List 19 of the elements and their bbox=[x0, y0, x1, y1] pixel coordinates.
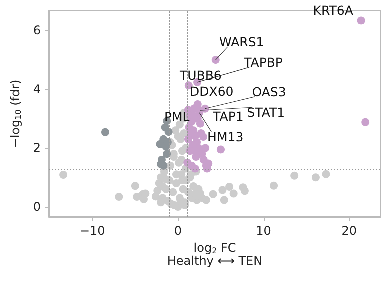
annotation: WARS1 bbox=[219, 34, 264, 50]
y-axis-title: −log10 (fdr) bbox=[8, 80, 23, 148]
y-tick-label: 4 bbox=[33, 82, 41, 96]
x-tick-label: 0 bbox=[174, 224, 182, 238]
annotation: TAPBP bbox=[243, 54, 284, 70]
x-tick-label: −10 bbox=[80, 224, 106, 238]
x-tick-label: 20 bbox=[342, 224, 357, 238]
annotation: TAP1 bbox=[212, 109, 244, 124]
y-tick-label: 0 bbox=[33, 200, 41, 214]
y-tick-label: 2 bbox=[33, 141, 41, 156]
annotation: TUBB6 bbox=[178, 68, 222, 84]
x-tick-label: 10 bbox=[256, 224, 272, 238]
annotation: PML bbox=[164, 110, 190, 125]
annotation: OAS3 bbox=[252, 84, 286, 100]
y-tick-label: 6 bbox=[33, 24, 41, 38]
annotation: DDX60 bbox=[190, 84, 234, 99]
annotation: STAT1 bbox=[247, 105, 286, 120]
annotation: KRT6A bbox=[313, 3, 354, 18]
annotation: HM13 bbox=[208, 129, 244, 144]
